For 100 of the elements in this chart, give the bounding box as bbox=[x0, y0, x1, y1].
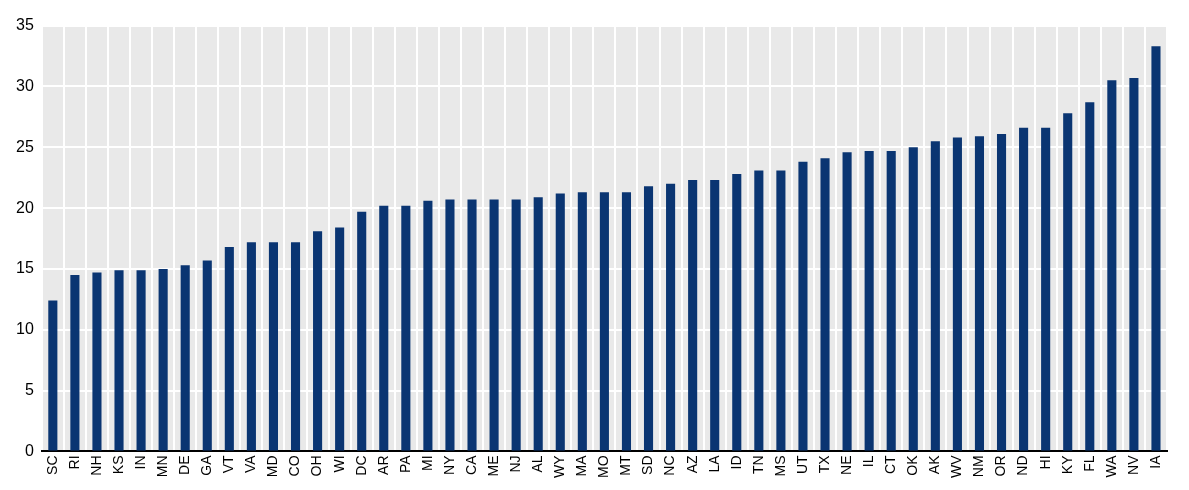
y-tick-label: 20 bbox=[16, 198, 34, 216]
x-tick-label: NY bbox=[440, 454, 457, 475]
x-tick-label: MA bbox=[573, 454, 590, 477]
x-tick-label: SC bbox=[43, 455, 60, 475]
bar bbox=[754, 170, 764, 451]
bar bbox=[335, 227, 345, 451]
bar bbox=[313, 231, 323, 451]
x-tick-label: VT bbox=[220, 455, 237, 474]
x-tick-label: PA bbox=[396, 454, 413, 474]
bar bbox=[666, 183, 676, 451]
x-tick-label: OK bbox=[904, 454, 921, 476]
x-tick-label: LA bbox=[705, 454, 722, 473]
bar bbox=[1019, 127, 1029, 451]
y-tick-label: 30 bbox=[16, 76, 34, 94]
bar bbox=[92, 272, 102, 451]
y-tick-label: 15 bbox=[16, 259, 34, 277]
x-tick-label: HI bbox=[1036, 455, 1053, 470]
x-tick-label: ID bbox=[727, 455, 744, 470]
x-tick-label: DE bbox=[176, 455, 193, 475]
bar bbox=[710, 180, 720, 451]
bar bbox=[158, 268, 168, 451]
x-tick-label: AK bbox=[926, 454, 943, 475]
y-tick-label: 0 bbox=[24, 441, 34, 459]
bar bbox=[445, 199, 455, 451]
x-tick-label: NJ bbox=[507, 455, 524, 473]
bar bbox=[467, 199, 477, 451]
bar bbox=[908, 147, 918, 451]
bar bbox=[401, 205, 411, 451]
y-tick-label: 25 bbox=[16, 137, 34, 155]
x-tick-label: VA bbox=[242, 454, 259, 474]
x-tick-label: TX bbox=[815, 454, 832, 474]
x-tick-label: NE bbox=[837, 455, 854, 475]
x-tick-label: IN bbox=[131, 455, 148, 470]
x-tick-label: ND bbox=[1014, 455, 1031, 476]
y-tick-label: 10 bbox=[16, 320, 34, 338]
bar bbox=[180, 265, 190, 451]
bar bbox=[136, 270, 146, 451]
x-tick-label: MN bbox=[154, 455, 170, 478]
bar bbox=[996, 133, 1007, 451]
x-tick-label: KS bbox=[109, 455, 126, 475]
x-tick-label: RI bbox=[65, 455, 82, 470]
bar bbox=[842, 152, 852, 451]
bar bbox=[1085, 102, 1095, 451]
bar bbox=[577, 192, 587, 451]
x-tick-label: ME bbox=[484, 455, 501, 477]
x-tick-label: IA bbox=[1146, 454, 1163, 469]
x-tick-label: MT bbox=[617, 455, 634, 476]
y-tick-label: 35 bbox=[16, 16, 34, 34]
x-tick-label: NC bbox=[661, 455, 678, 476]
x-tick-label: NM bbox=[970, 455, 987, 478]
x-tick-label: AL bbox=[529, 455, 546, 473]
bar bbox=[599, 192, 609, 451]
bar bbox=[379, 205, 389, 451]
bar bbox=[886, 150, 896, 451]
bar bbox=[1129, 77, 1139, 451]
bar bbox=[688, 180, 698, 451]
x-tick-label: WI bbox=[330, 455, 347, 473]
x-tick-label: MI bbox=[418, 455, 435, 472]
bar bbox=[1063, 113, 1073, 451]
x-tick-label: GA bbox=[198, 454, 215, 476]
x-tick-label: WV bbox=[948, 454, 965, 479]
x-tick-label: UT bbox=[793, 455, 810, 475]
x-tick-label: KY bbox=[1058, 454, 1075, 475]
bar bbox=[224, 247, 234, 451]
bar bbox=[776, 170, 786, 451]
x-tick-label: SD bbox=[639, 455, 656, 475]
bar bbox=[621, 192, 632, 451]
x-tick-label: OR bbox=[992, 455, 1009, 477]
x-tick-label: AZ bbox=[683, 455, 700, 474]
bar bbox=[864, 150, 874, 451]
x-tick-label: FL bbox=[1080, 455, 1097, 472]
bar bbox=[268, 242, 279, 451]
bar bbox=[732, 174, 742, 451]
x-tick-label: TN bbox=[749, 455, 766, 475]
x-tick-label: MD bbox=[264, 455, 281, 478]
x-tick-label: IL bbox=[860, 455, 877, 468]
bar bbox=[357, 211, 367, 451]
x-tick-label: WY bbox=[551, 454, 568, 479]
bar bbox=[489, 199, 499, 451]
bar bbox=[246, 242, 256, 451]
x-tick-label: CA bbox=[462, 454, 479, 475]
bar bbox=[974, 136, 985, 451]
bar bbox=[202, 260, 212, 451]
bar bbox=[952, 137, 962, 451]
bar bbox=[423, 200, 433, 451]
bar bbox=[555, 193, 565, 451]
bar bbox=[643, 186, 654, 451]
x-tick-label: DC bbox=[352, 455, 369, 476]
x-tick-label: CT bbox=[882, 455, 899, 475]
bar bbox=[48, 300, 58, 451]
bar bbox=[290, 242, 301, 451]
x-tick-label: NH bbox=[87, 455, 104, 476]
bar bbox=[114, 270, 124, 451]
bar bbox=[70, 275, 80, 451]
x-tick-label: WA bbox=[1102, 454, 1119, 478]
bar bbox=[511, 199, 521, 451]
x-tick-label: MS bbox=[771, 455, 788, 477]
x-tick-label: NV bbox=[1124, 454, 1141, 475]
bar bbox=[930, 141, 940, 451]
bar bbox=[533, 197, 543, 451]
